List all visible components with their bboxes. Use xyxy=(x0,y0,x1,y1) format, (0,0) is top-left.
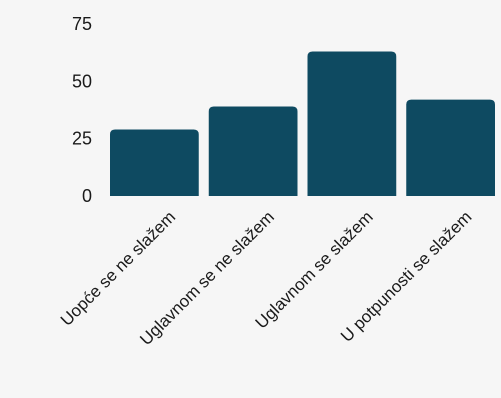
bar-group xyxy=(110,51,495,196)
bar xyxy=(307,51,397,196)
bar xyxy=(406,99,495,196)
y-tick-label: 75 xyxy=(72,14,92,34)
y-tick-label: 50 xyxy=(72,71,92,91)
y-tick-label: 0 xyxy=(82,186,92,206)
bar xyxy=(208,106,298,196)
bar xyxy=(110,129,199,196)
y-axis: 0 25 50 75 xyxy=(72,14,92,206)
y-tick-label: 25 xyxy=(72,129,92,149)
